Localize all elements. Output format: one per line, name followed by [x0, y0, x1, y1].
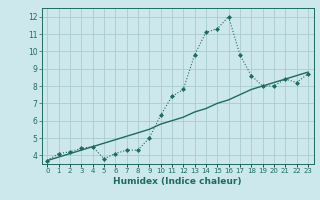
X-axis label: Humidex (Indice chaleur): Humidex (Indice chaleur)	[113, 177, 242, 186]
